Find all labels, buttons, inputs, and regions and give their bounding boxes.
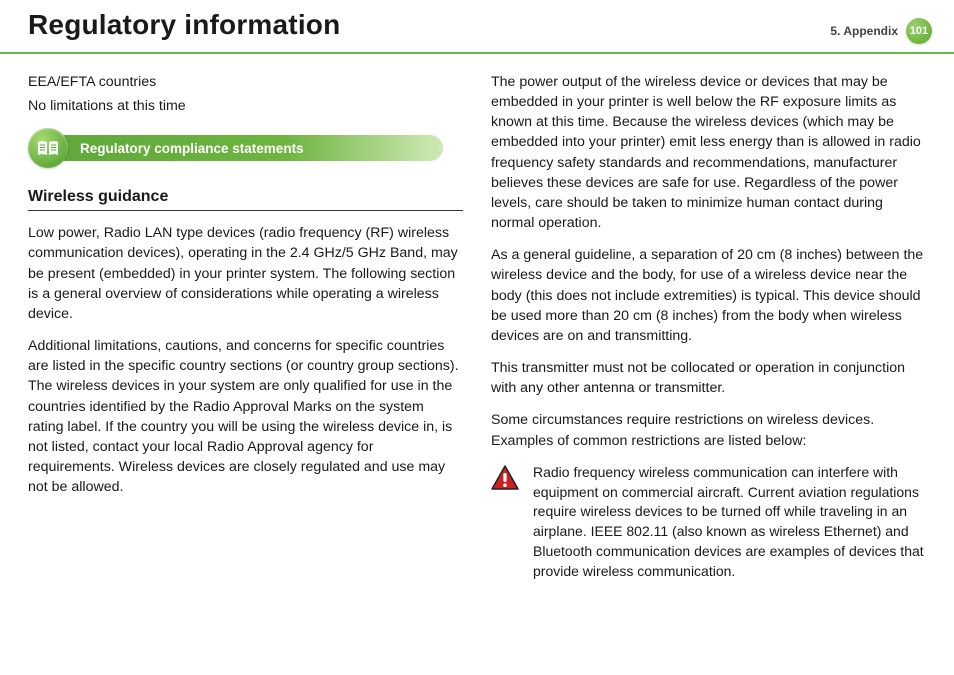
- right-para-2: As a general guideline, a separation of …: [491, 245, 926, 346]
- section-pill-label: Regulatory compliance statements: [80, 141, 304, 156]
- page-header: Regulatory information 5. Appendix 101: [0, 0, 954, 54]
- content-columns: EEA/EFTA countries No limitations at thi…: [0, 54, 954, 582]
- right-para-3: This transmitter must not be collocated …: [491, 358, 926, 398]
- right-para-1: The power output of the wireless device …: [491, 72, 926, 233]
- left-para-1: Low power, Radio LAN type devices (radio…: [28, 223, 463, 324]
- left-column: EEA/EFTA countries No limitations at thi…: [28, 72, 463, 582]
- section-pill-bar: Regulatory compliance statements: [48, 135, 443, 161]
- page-number-badge: 101: [906, 18, 932, 44]
- subsection-rule: [28, 210, 463, 211]
- right-para-4: Some circumstances require restrictions …: [491, 410, 926, 450]
- right-column: The power output of the wireless device …: [491, 72, 926, 582]
- book-pages-icon: [28, 128, 68, 168]
- eea-efta-heading: EEA/EFTA countries: [28, 72, 463, 92]
- left-para-2: Additional limitations, cautions, and co…: [28, 336, 463, 497]
- eea-efta-body: No limitations at this time: [28, 96, 463, 116]
- subsection-title: Wireless guidance: [28, 188, 463, 206]
- warning-triangle-icon: [491, 465, 519, 582]
- page-title: Regulatory information: [28, 8, 926, 42]
- chapter-label: 5. Appendix: [830, 24, 898, 38]
- warning-text: Radio frequency wireless communication c…: [533, 463, 926, 582]
- section-pill: Regulatory compliance statements: [28, 128, 463, 168]
- warning-block: Radio frequency wireless communication c…: [491, 463, 926, 582]
- header-right-cluster: 5. Appendix 101: [830, 18, 932, 44]
